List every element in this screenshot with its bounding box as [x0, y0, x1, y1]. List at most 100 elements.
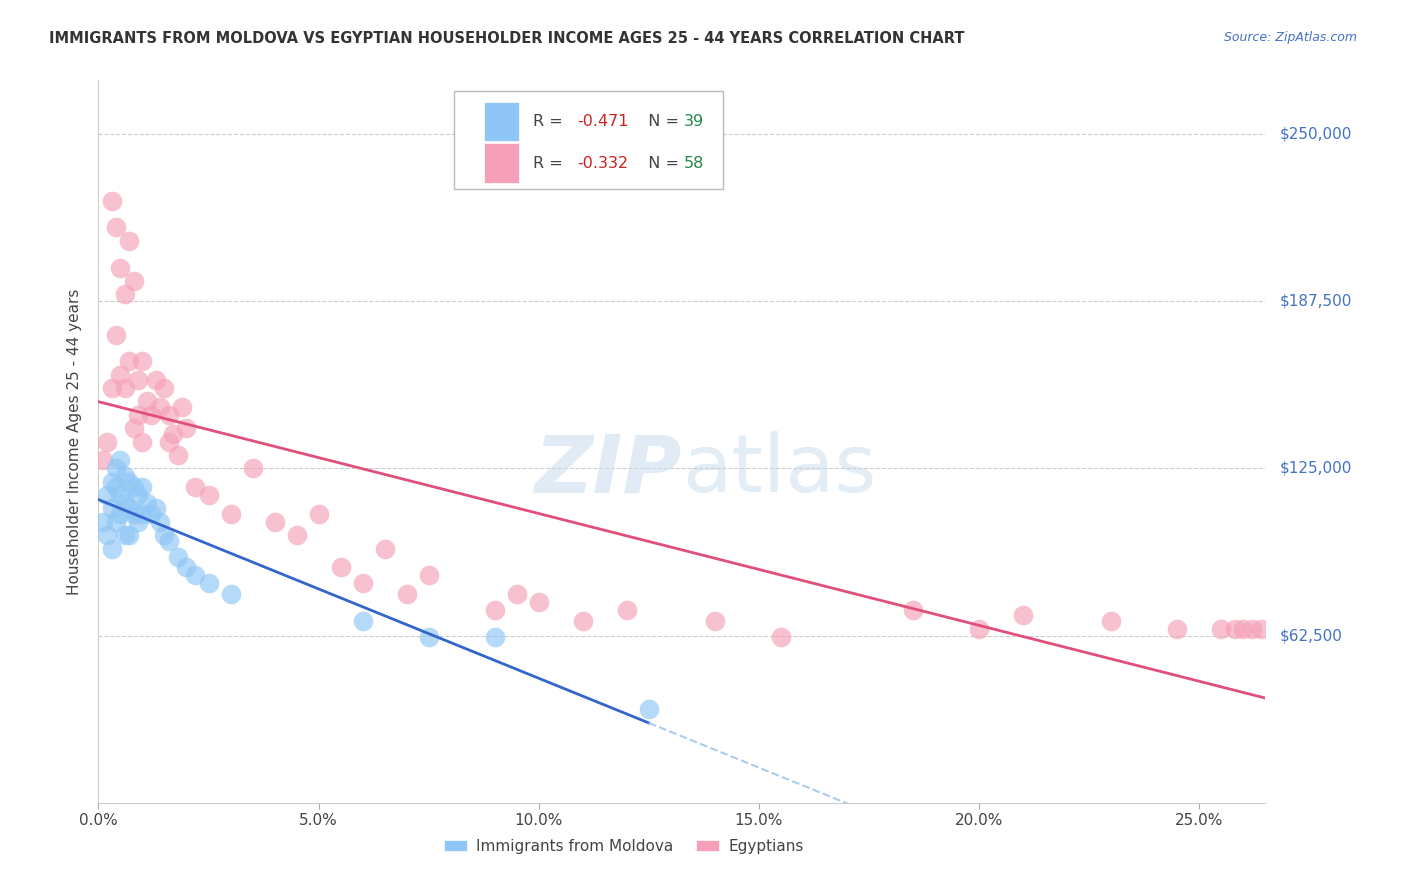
Point	[157, 533, 180, 548]
Text: $62,500: $62,500	[1279, 628, 1343, 643]
Point	[166, 549, 188, 564]
FancyBboxPatch shape	[484, 102, 519, 142]
FancyBboxPatch shape	[484, 144, 519, 183]
Point	[110, 453, 132, 467]
Point	[91, 453, 114, 467]
Point	[100, 194, 122, 208]
Point	[1099, 614, 1122, 628]
Point	[1211, 622, 1233, 636]
Text: atlas: atlas	[682, 432, 876, 509]
Point	[1250, 622, 1272, 636]
Text: N =: N =	[637, 155, 683, 170]
Text: 58: 58	[685, 155, 704, 170]
Point	[127, 373, 149, 387]
Point	[329, 560, 352, 574]
Legend: Immigrants from Moldova, Egyptians: Immigrants from Moldova, Egyptians	[437, 833, 810, 860]
Text: R =: R =	[533, 114, 568, 129]
Point	[110, 507, 132, 521]
Point	[197, 488, 219, 502]
Point	[145, 501, 167, 516]
Point	[114, 381, 136, 395]
Point	[352, 576, 374, 591]
Point	[131, 507, 153, 521]
Point	[131, 354, 153, 368]
Point	[131, 434, 153, 449]
Point	[96, 488, 118, 502]
Point	[166, 448, 188, 462]
Point	[172, 400, 194, 414]
Point	[308, 507, 330, 521]
Point	[118, 354, 141, 368]
Y-axis label: Householder Income Ages 25 - 44 years: Householder Income Ages 25 - 44 years	[67, 288, 83, 595]
Text: IMMIGRANTS FROM MOLDOVA VS EGYPTIAN HOUSEHOLDER INCOME AGES 25 - 44 YEARS CORREL: IMMIGRANTS FROM MOLDOVA VS EGYPTIAN HOUS…	[49, 31, 965, 46]
Point	[127, 488, 149, 502]
Point	[1166, 622, 1188, 636]
Point	[1012, 608, 1035, 623]
Point	[153, 528, 176, 542]
Point	[374, 541, 396, 556]
Point	[105, 515, 128, 529]
Text: -0.332: -0.332	[576, 155, 628, 170]
Point	[769, 630, 792, 644]
Point	[616, 603, 638, 617]
Point	[100, 501, 122, 516]
Point	[122, 421, 145, 435]
Text: Source: ZipAtlas.com: Source: ZipAtlas.com	[1223, 31, 1357, 45]
Point	[105, 220, 128, 235]
Text: -0.471: -0.471	[576, 114, 628, 129]
Text: $250,000: $250,000	[1279, 127, 1351, 141]
Point	[91, 515, 114, 529]
Point	[149, 515, 172, 529]
Point	[110, 368, 132, 382]
Point	[96, 528, 118, 542]
Point	[118, 501, 141, 516]
Point	[100, 475, 122, 489]
Point	[242, 461, 264, 475]
Point	[285, 528, 308, 542]
Point	[153, 381, 176, 395]
Point	[141, 507, 163, 521]
Point	[145, 373, 167, 387]
Point	[703, 614, 725, 628]
Point	[114, 469, 136, 483]
Point	[100, 381, 122, 395]
Point	[418, 568, 440, 582]
Point	[135, 496, 157, 510]
Point	[184, 568, 207, 582]
Point	[114, 496, 136, 510]
Point	[105, 461, 128, 475]
Point	[418, 630, 440, 644]
Point	[105, 480, 128, 494]
Point	[527, 595, 550, 609]
Point	[149, 400, 172, 414]
Point	[110, 488, 132, 502]
Point	[638, 702, 661, 716]
Point	[219, 507, 242, 521]
Point	[1223, 622, 1246, 636]
Point	[122, 274, 145, 288]
Text: 39: 39	[685, 114, 704, 129]
Point	[122, 507, 145, 521]
Point	[219, 587, 242, 601]
Point	[110, 260, 132, 275]
Point	[114, 528, 136, 542]
Point	[96, 434, 118, 449]
Point	[127, 515, 149, 529]
Point	[197, 576, 219, 591]
Point	[395, 587, 418, 601]
Point	[484, 603, 506, 617]
Point	[901, 603, 924, 617]
Point	[1232, 622, 1254, 636]
Point	[118, 234, 141, 248]
Point	[967, 622, 990, 636]
Text: N =: N =	[637, 114, 683, 129]
Point	[131, 480, 153, 494]
Point	[114, 287, 136, 301]
Point	[157, 434, 180, 449]
Point	[263, 515, 285, 529]
Point	[176, 421, 198, 435]
Point	[184, 480, 207, 494]
Text: $125,000: $125,000	[1279, 461, 1351, 475]
Point	[506, 587, 529, 601]
Point	[127, 408, 149, 422]
